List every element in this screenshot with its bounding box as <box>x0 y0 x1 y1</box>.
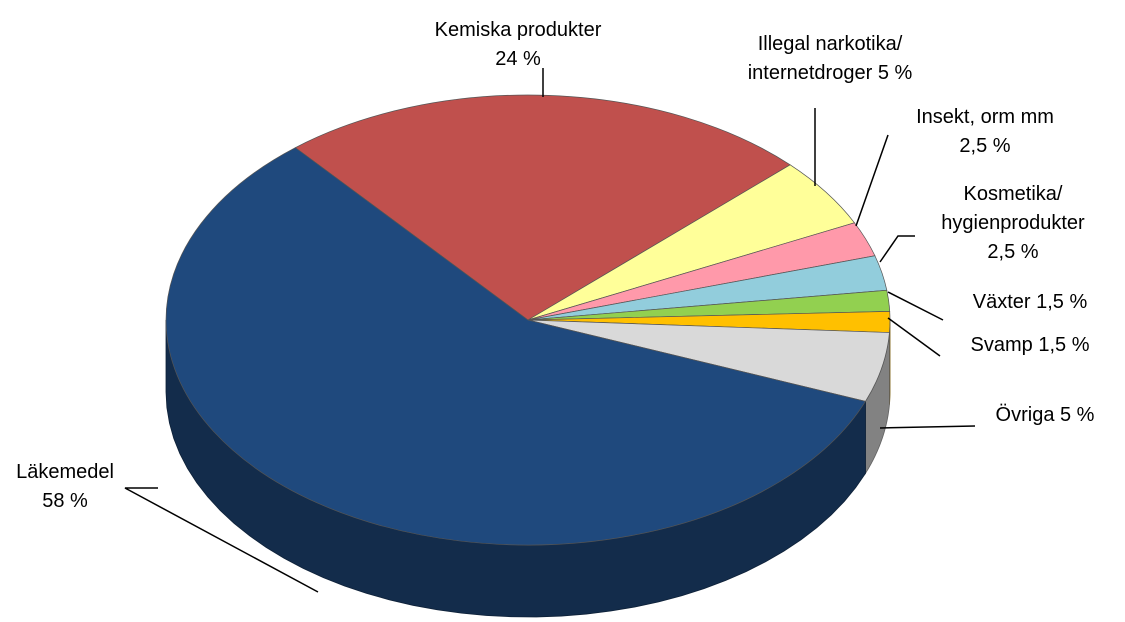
category-label: Växter <box>972 291 1031 313</box>
slice <box>165 147 867 546</box>
slice <box>294 94 791 321</box>
value-label: 5 % <box>877 62 913 84</box>
slice-label: Växter 1,5 % <box>940 288 1120 317</box>
slice-label: Insekt, orm mm 2,5 % <box>885 103 1085 161</box>
slice-label: Kosmetika/ hygienprodukter 2,5 % <box>923 180 1103 267</box>
category-label: Illegal narkotika/ internetdroger <box>747 33 903 84</box>
category-label: Svamp <box>970 334 1033 356</box>
slice-label: Övriga 5 % <box>970 401 1120 430</box>
category-label: Övriga <box>995 404 1055 426</box>
value-label: 58 % <box>42 490 88 512</box>
category-label: Kosmetika/ hygienprodukter <box>941 183 1085 234</box>
leader-line <box>887 291 944 321</box>
category-label: Kemiska produkter <box>434 19 602 41</box>
category-label: Läkemedel <box>16 461 114 483</box>
value-label: 1,5 % <box>1038 334 1090 356</box>
leader-line <box>887 317 941 357</box>
slice-label: Svamp 1,5 % <box>940 331 1120 360</box>
leader-line <box>855 134 889 227</box>
leader-lines <box>124 68 976 593</box>
slice-label: Illegal narkotika/ internetdroger 5 % <box>720 30 940 88</box>
slice-label: Läkemedel 58 % <box>0 458 130 516</box>
value-label: 5 % <box>1060 404 1095 426</box>
value-label: 24 % <box>495 48 541 70</box>
leader-line <box>879 235 915 263</box>
slice-label: Kemiska produkter 24 % <box>388 16 648 74</box>
leader-line <box>879 425 976 429</box>
pie-tops <box>165 94 891 546</box>
value-label: 1,5 % <box>1036 291 1088 313</box>
category-label: Insekt, orm mm <box>916 106 1054 128</box>
value-label: 2,5 % <box>987 241 1039 263</box>
leader-line <box>124 487 319 593</box>
value-label: 2,5 % <box>959 135 1011 157</box>
